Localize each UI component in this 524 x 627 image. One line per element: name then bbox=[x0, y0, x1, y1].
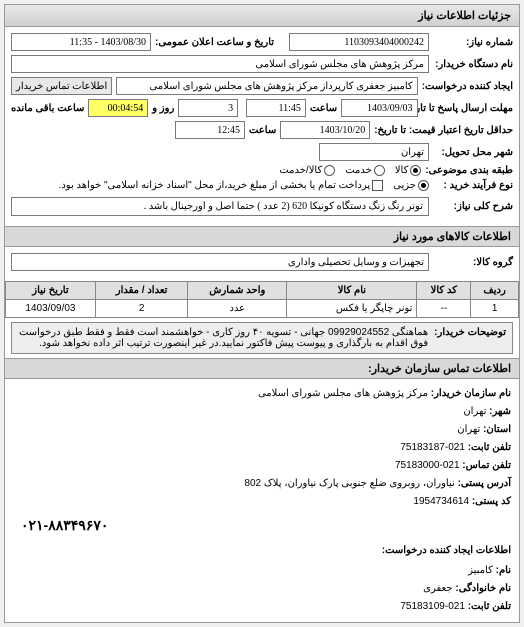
city-field: تهران bbox=[319, 143, 429, 161]
category-radio-group: کالا خدمت کالا/خدمت bbox=[279, 165, 421, 176]
cell-qty: 2 bbox=[95, 300, 187, 318]
radio-goods-circle bbox=[410, 165, 421, 176]
radio-service-label: خدمت bbox=[345, 165, 372, 176]
category-label: طبقه بندی موضوعی: bbox=[425, 165, 513, 176]
org-label: نام سازمان خریدار: bbox=[431, 388, 511, 399]
check-partial-label: پرداخت تمام یا بخشی از مبلغ خرید،از محل … bbox=[59, 180, 371, 191]
col-qty: تعداد / مقدار bbox=[95, 282, 187, 300]
check-partial[interactable]: پرداخت تمام یا بخشی از مبلغ خرید،از محل … bbox=[59, 180, 384, 191]
group-label: گروه کالا: bbox=[433, 257, 513, 268]
req-name-label: نام: bbox=[496, 565, 511, 576]
deadline-date-field: 1403/09/03 bbox=[341, 99, 417, 117]
key-label: شرح کلی نیاز: bbox=[433, 201, 513, 212]
buyer-note-label: توضیحات خریدار: bbox=[434, 327, 506, 349]
req-phone-label: تلفن ثابت: bbox=[468, 601, 511, 612]
req-creator-title: اطلاعات ایجاد کننده درخواست: bbox=[13, 540, 511, 562]
public-dt-field: 1403/08/30 - 11:35 bbox=[11, 33, 151, 51]
radio-service[interactable]: خدمت bbox=[345, 165, 385, 176]
goods-section-title: اطلاعات کالاهای مورد نیاز bbox=[5, 226, 519, 247]
req-phone-value: 021-75183109 bbox=[400, 601, 465, 612]
time-label-2: ساعت bbox=[249, 125, 276, 136]
phone-value: 021-75183187 bbox=[400, 442, 465, 453]
buyer-note-text: هماهنگی 09929024552 جهانی - تسویه ۴۰ روز… bbox=[18, 327, 428, 349]
panel-title: جزئیات اطلاعات نیاز bbox=[5, 5, 519, 27]
time-label-1: ساعت bbox=[310, 103, 337, 114]
validity-date-field: 1403/10/20 bbox=[280, 121, 370, 139]
city-label: شهر محل تحویل: bbox=[433, 147, 513, 158]
col-code: کد کالا bbox=[417, 282, 471, 300]
need-no-field: 1103093404000242 bbox=[289, 33, 429, 51]
req-family-value: جعفری bbox=[423, 583, 452, 594]
radio-minor-circle bbox=[418, 180, 429, 191]
org-value: مرکز پژوهش های مجلس شورای اسلامی bbox=[258, 388, 428, 399]
cell-name: تونر چاپگر یا فکس bbox=[287, 300, 417, 318]
form-area: شماره نیاز: 1103093404000242 تاریخ و ساع… bbox=[5, 27, 519, 226]
radio-minor[interactable]: جزیی bbox=[393, 180, 429, 191]
check-partial-box bbox=[372, 180, 383, 191]
post-label: کد پستی: bbox=[472, 496, 511, 507]
validity-label: حداقل تاریخ اعتبار قیمت: تا تاریخ: bbox=[374, 125, 513, 136]
radio-both-circle bbox=[324, 165, 335, 176]
post-value: 1954734614 bbox=[413, 496, 469, 507]
col-name: نام کالا bbox=[287, 282, 417, 300]
cell-code: -- bbox=[417, 300, 471, 318]
countdown-field: 00:04:54 bbox=[88, 99, 148, 117]
contact-city-value: تهران bbox=[463, 406, 486, 417]
days-remain-field: 3 bbox=[178, 99, 238, 117]
province-value: تهران bbox=[457, 424, 480, 435]
addr-label: آدرس پستی: bbox=[458, 478, 511, 489]
main-panel: جزئیات اطلاعات نیاز شماره نیاز: 11030934… bbox=[4, 4, 520, 623]
col-date: تاریخ نیاز bbox=[6, 282, 96, 300]
creator-label: ایجاد کننده درخواست: bbox=[422, 81, 513, 92]
device-label: نام دستگاه خریدار: bbox=[433, 59, 513, 70]
col-unit: واحد شمارش bbox=[188, 282, 287, 300]
fax-label: تلفن تماس: bbox=[462, 460, 511, 471]
remain-label: ساعت باقی مانده bbox=[11, 103, 84, 114]
process-label: نوع فرآیند خرید : bbox=[433, 180, 513, 191]
contact-section-title: اطلاعات تماس سازمان خریدار: bbox=[5, 358, 519, 379]
deadline-time-field: 11:45 bbox=[246, 99, 306, 117]
cell-unit: عدد bbox=[188, 300, 287, 318]
deadline-label: مهلت ارسال پاسخ تا تاریخ: bbox=[422, 103, 513, 114]
phone-label: تلفن ثابت: bbox=[468, 442, 511, 453]
public-dt-label: تاریخ و ساعت اعلان عمومی: bbox=[155, 37, 274, 48]
group-field: تجهیزات و وسایل تحصیلی واداری bbox=[11, 253, 429, 271]
table-row: 1 -- تونر چاپگر یا فکس عدد 2 1403/09/03 bbox=[6, 300, 519, 318]
process-radio-group: جزیی پرداخت تمام یا بخشی از مبلغ خرید،از… bbox=[59, 180, 429, 191]
radio-goods[interactable]: کالا bbox=[395, 165, 422, 176]
table-header-row: ردیف کد کالا نام کالا واحد شمارش تعداد /… bbox=[6, 282, 519, 300]
cell-date: 1403/09/03 bbox=[6, 300, 96, 318]
radio-minor-label: جزیی bbox=[393, 180, 416, 191]
goods-table: ردیف کد کالا نام کالا واحد شمارش تعداد /… bbox=[5, 281, 519, 318]
radio-both[interactable]: کالا/خدمت bbox=[279, 165, 335, 176]
buyer-note-box: توضیحات خریدار: هماهنگی 09929024552 جهان… bbox=[11, 322, 513, 354]
radio-both-label: کالا/خدمت bbox=[279, 165, 322, 176]
cell-row: 1 bbox=[471, 300, 519, 318]
device-field: مرکز پژوهش های مجلس شورای اسلامی bbox=[11, 55, 429, 73]
need-no-label: شماره نیاز: bbox=[433, 37, 513, 48]
contact-city-label: شهر: bbox=[489, 406, 511, 417]
validity-time-field: 12:45 bbox=[175, 121, 245, 139]
contact-section: نام سازمان خریدار: مرکز پژوهش های مجلس ش… bbox=[5, 379, 519, 622]
contact-buyer-button[interactable]: اطلاعات تماس خریدار bbox=[11, 77, 112, 95]
req-name-value: کامبیز bbox=[468, 565, 493, 576]
req-family-label: نام خانوادگی: bbox=[455, 583, 511, 594]
creator-field: کامبیز جعفری کارپرداز مرکز پژوهش های مجل… bbox=[116, 77, 417, 95]
addr-value: نیاوران، روبروی ضلع جنوبی پارک نیاوران، … bbox=[244, 478, 454, 489]
radio-service-circle bbox=[374, 165, 385, 176]
key-text-field: تونر رنگ زنگ دستگاه کونیکا 620 (2 عدد ) … bbox=[11, 197, 429, 216]
days-label: روز و bbox=[152, 103, 174, 114]
col-row: ردیف bbox=[471, 282, 519, 300]
big-phone: ۰۲۱-۸۸۳۴۹۶۷۰ bbox=[13, 511, 511, 540]
fax-value: 021-75183000 bbox=[395, 460, 460, 471]
radio-goods-label: کالا bbox=[395, 165, 409, 176]
province-label: استان: bbox=[483, 424, 511, 435]
